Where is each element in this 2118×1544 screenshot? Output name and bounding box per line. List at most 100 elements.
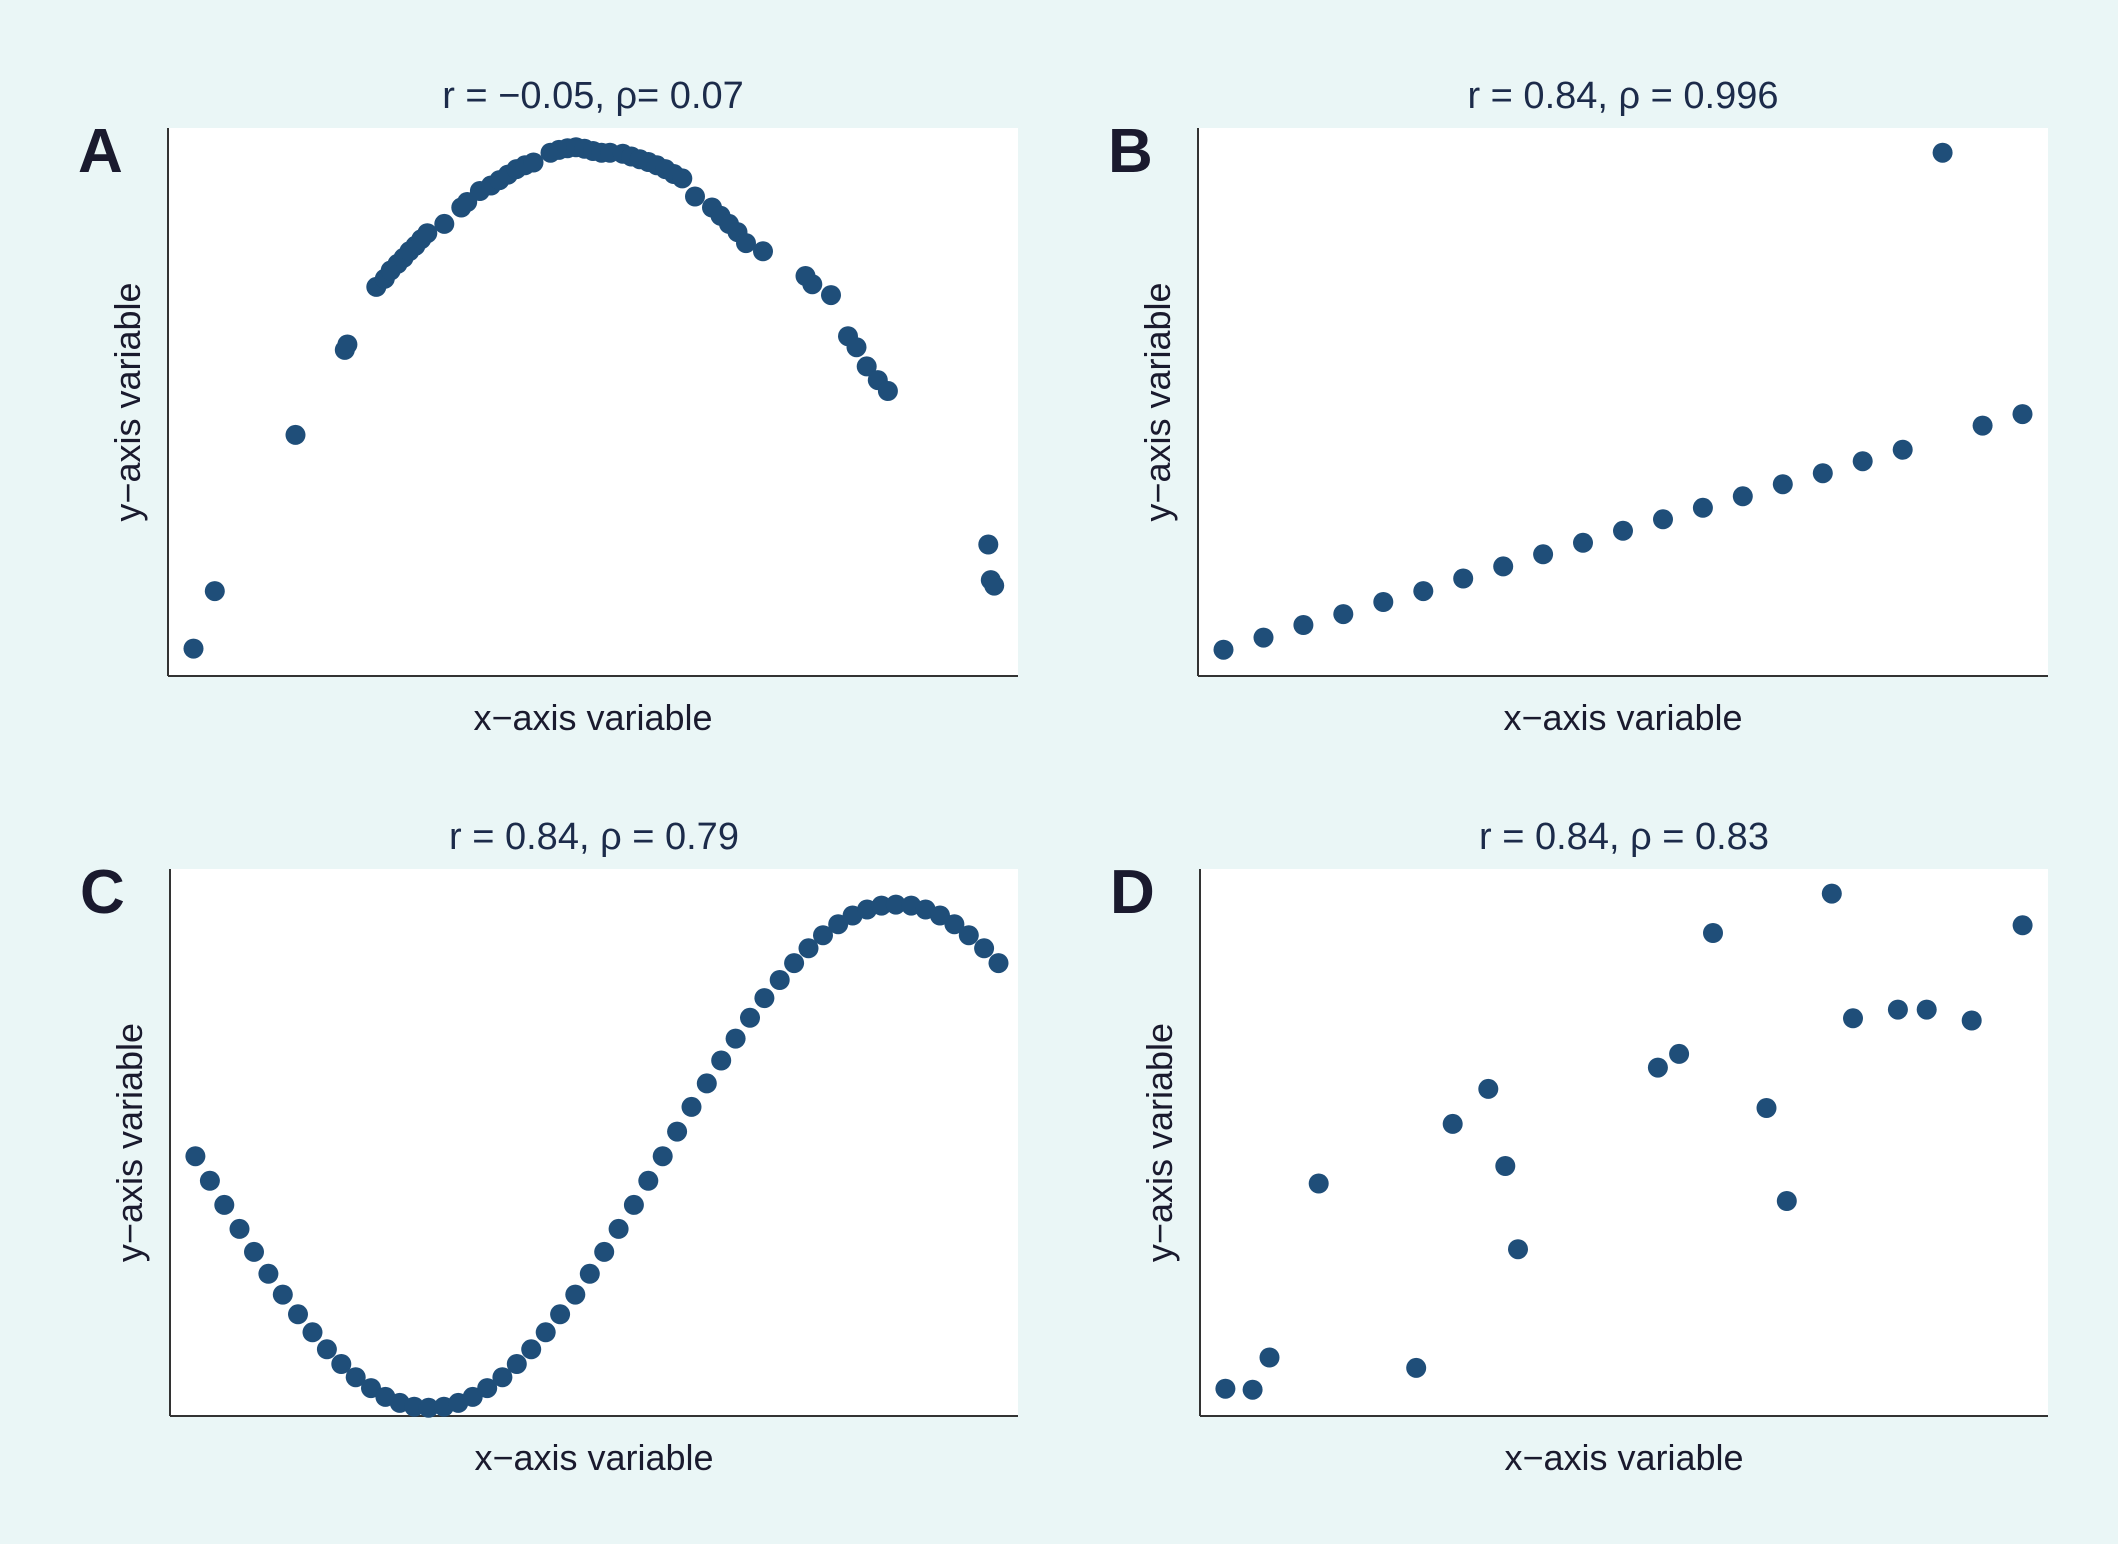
data-point (885, 894, 906, 915)
data-point (944, 914, 965, 935)
data-point (608, 1218, 629, 1239)
data-point (316, 1339, 337, 1360)
data-point (988, 953, 1009, 974)
data-point (828, 914, 849, 935)
data-point (1213, 639, 1234, 660)
data-point (1508, 1239, 1528, 1260)
data-point (183, 638, 204, 659)
data-point (1703, 923, 1723, 943)
data-point (565, 1284, 586, 1305)
data-point (877, 381, 898, 401)
chart-title: r = 0.84, ρ = 0.79 (449, 816, 739, 858)
data-point (784, 953, 805, 974)
data-point (984, 575, 1005, 596)
x-axis-label: x−axis variable (473, 697, 712, 738)
data-point (638, 1170, 659, 1191)
plot-area (170, 869, 1018, 1416)
data-point (798, 938, 819, 959)
data-point (1732, 486, 1753, 507)
data-point (1242, 1379, 1263, 1400)
data-point (1478, 1078, 1499, 1099)
data-point (244, 1241, 264, 1262)
data-point (1647, 1057, 1668, 1078)
plot-area (168, 128, 1018, 676)
data-point (1961, 1010, 1982, 1031)
panel-a: r = −0.05, ρ= 0.07 Ax−axis variable y−axis… (78, 75, 1018, 738)
data-point (272, 1284, 293, 1305)
data-point (871, 895, 892, 916)
data-point (725, 1028, 746, 1049)
data-point (813, 925, 833, 946)
panel-label: B (1108, 117, 1153, 186)
data-point (978, 534, 999, 555)
data-point (1772, 474, 1793, 495)
data-point (1669, 1043, 1690, 1064)
data-point (1852, 451, 1873, 472)
data-point (506, 1354, 527, 1374)
data-point (285, 424, 306, 445)
data-point (753, 241, 773, 262)
data-point (974, 938, 995, 959)
chart-title: r = −0.05, ρ= 0.07 (442, 75, 744, 117)
data-point (492, 1367, 513, 1388)
data-point (1373, 592, 1394, 612)
data-point (345, 1367, 366, 1388)
data-point (1821, 883, 1842, 904)
data-point (1493, 556, 1514, 577)
y-axis-label: y−axis variable (1137, 282, 1178, 521)
data-point (2012, 404, 2033, 425)
data-point (1495, 1156, 1516, 1176)
data-point (199, 1170, 220, 1191)
data-point (846, 337, 867, 358)
data-point (1892, 439, 1913, 460)
data-point (623, 1194, 644, 1215)
data-point (462, 1386, 483, 1407)
data-point (204, 581, 225, 602)
panel-d: r = 0.84, ρ = 0.83 Dx−axis variable y−axis… (1110, 816, 2048, 1478)
panel-c: r = 0.84, ρ = 0.79 Cx−axis variable y−axis… (80, 816, 1018, 1478)
data-point (594, 1241, 615, 1262)
data-point (337, 334, 358, 355)
data-point (302, 1322, 323, 1343)
y-axis-label: y−axis variable (109, 1023, 150, 1262)
data-point (696, 1073, 717, 1094)
data-point (802, 274, 823, 295)
data-point (685, 186, 705, 207)
data-point (523, 152, 544, 173)
y-axis-label: y−axis variable (1139, 1023, 1180, 1262)
data-point (1932, 142, 1953, 163)
data-point (1293, 615, 1314, 635)
data-point (214, 1194, 235, 1215)
data-point (1533, 544, 1554, 565)
data-point (1613, 520, 1633, 541)
data-point (681, 1096, 702, 1117)
plot-area (1200, 869, 2048, 1416)
data-point (711, 1050, 732, 1071)
x-axis-label: x−axis variable (474, 1437, 713, 1478)
data-point (930, 905, 950, 926)
data-point (1215, 1378, 1236, 1399)
data-point (740, 1007, 760, 1028)
data-point (1812, 463, 1833, 484)
chart-title: r = 0.84, ρ = 0.996 (1467, 75, 1778, 117)
data-point (736, 233, 756, 254)
panel-label: A (78, 117, 123, 186)
data-point (535, 1322, 556, 1343)
data-point (521, 1339, 542, 1360)
data-point (1442, 1113, 1463, 1134)
data-point (1333, 604, 1354, 625)
x-axis-label: x−axis variable (1503, 697, 1742, 738)
data-point (361, 1378, 381, 1399)
data-point (1972, 415, 1993, 436)
data-point (1453, 568, 1474, 589)
data-point (754, 988, 775, 1009)
data-point (185, 1146, 206, 1167)
data-point (1843, 1008, 1863, 1029)
panel-b: r = 0.84, ρ = 0.996 Bx−axis variable y−axi… (1108, 75, 2048, 738)
data-point (1916, 999, 1937, 1020)
data-point (1308, 1173, 1329, 1194)
data-point (821, 285, 841, 306)
data-point (958, 925, 979, 946)
data-point (288, 1304, 308, 1325)
data-point (1776, 1191, 1797, 1211)
